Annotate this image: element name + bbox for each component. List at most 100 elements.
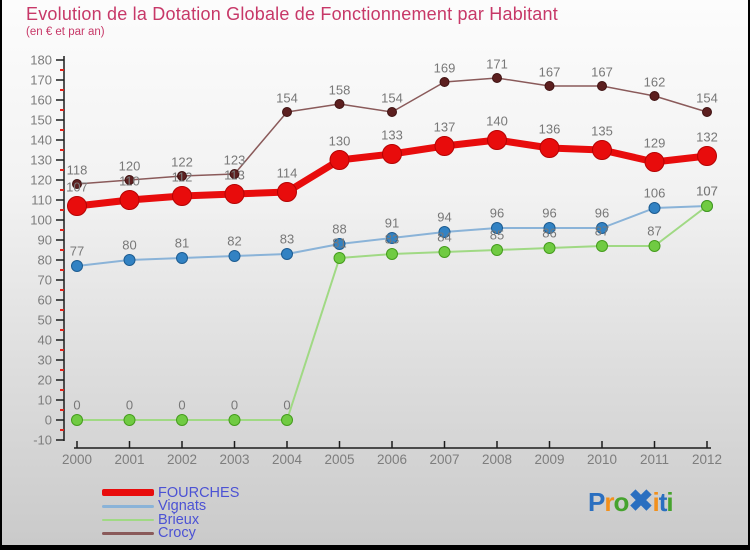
- data-label-vignats: 94: [437, 210, 451, 225]
- y-tick-label: 140: [30, 133, 52, 148]
- series-marker-vignats: [228, 250, 241, 262]
- data-label-crocy: 158: [329, 83, 351, 98]
- series-marker-crocy: [229, 169, 240, 179]
- series-marker-brieux: [701, 200, 713, 212]
- y-tick-label: 160: [30, 93, 52, 108]
- series-marker-vignats: [386, 232, 398, 244]
- x-tick-label: 2005: [324, 452, 354, 467]
- y-tick-label: 120: [30, 173, 52, 188]
- series-marker-crocy: [334, 99, 345, 109]
- data-label-brieux: 83: [385, 232, 399, 247]
- x-tick-label: 2007: [429, 452, 459, 467]
- series-marker-brieux: [228, 414, 241, 426]
- data-label-brieux: 0: [178, 398, 185, 413]
- logo-letter: i: [652, 487, 660, 517]
- legend-item-crocy: Crocy: [102, 525, 239, 541]
- x-tick-label: 2009: [534, 452, 564, 467]
- logo-letter: o: [613, 487, 629, 517]
- data-label-fourches: 114: [277, 166, 298, 181]
- chart-title: Evolution de la Dotation Globale de Fonc…: [26, 4, 558, 24]
- data-label-vignats: 77: [70, 244, 84, 259]
- data-label-vignats: 106: [644, 186, 666, 201]
- y-tick-label: 10: [38, 393, 52, 408]
- series-marker-crocy: [282, 107, 292, 117]
- data-label-fourches: 137: [434, 120, 456, 135]
- y-tick-label: 30: [38, 353, 52, 368]
- series-marker-vignats: [491, 222, 503, 234]
- x-tick-label: 2001: [114, 452, 144, 467]
- series-marker-vignats: [648, 202, 661, 214]
- data-label-vignats: 80: [122, 238, 136, 253]
- series-marker-fourches: [119, 190, 140, 210]
- legend-swatch-crocy: [102, 532, 154, 535]
- y-tick-label: 60: [38, 293, 52, 308]
- series-marker-crocy: [649, 91, 660, 101]
- data-label-fourches: 110: [119, 174, 140, 189]
- series-marker-brieux: [648, 240, 661, 252]
- y-tick-label: 0: [45, 413, 52, 428]
- series-marker-fourches: [67, 196, 87, 216]
- data-label-fourches: 112: [172, 170, 193, 185]
- x-tick-label: 2012: [692, 452, 722, 467]
- data-label-vignats: 107: [696, 184, 718, 199]
- data-label-crocy: 167: [539, 65, 561, 80]
- series-marker-fourches: [644, 152, 665, 172]
- y-tick-label: 20: [38, 373, 52, 388]
- series-marker-fourches: [277, 182, 297, 202]
- logo-letter: ✖: [628, 485, 653, 518]
- legend-item-vignats: Vignats: [102, 499, 239, 513]
- y-tick-label: 100: [30, 213, 52, 228]
- series-marker-brieux: [281, 414, 293, 426]
- legend-label-crocy: Crocy: [158, 525, 196, 541]
- series-marker-brieux: [596, 240, 608, 252]
- series-marker-crocy: [702, 107, 712, 117]
- data-label-vignats: 82: [227, 234, 241, 249]
- legend-swatch-fourches: [102, 489, 154, 497]
- data-label-brieux: 87: [647, 224, 661, 239]
- series-marker-crocy: [597, 81, 607, 91]
- chart-subtitle: (en € et par an): [26, 26, 105, 38]
- series-marker-fourches: [434, 136, 455, 156]
- legend-item-fourches: FOURCHES: [102, 485, 239, 500]
- series-marker-brieux: [71, 414, 83, 426]
- series-marker-vignats: [438, 226, 451, 238]
- legend-item-brieux: Brieux: [102, 512, 239, 527]
- data-label-crocy: 154: [696, 91, 718, 106]
- data-label-fourches: 130: [329, 134, 351, 149]
- x-tick-label: 2011: [640, 452, 669, 467]
- data-label-vignats: 81: [175, 236, 189, 251]
- data-label-crocy: 120: [119, 159, 141, 174]
- data-label-crocy: 167: [591, 65, 613, 80]
- data-label-fourches: 135: [591, 124, 613, 139]
- data-label-crocy: 162: [644, 75, 666, 90]
- series-marker-crocy: [177, 171, 187, 181]
- data-label-vignats: 96: [542, 206, 556, 221]
- y-tick-label: -10: [33, 433, 52, 448]
- data-label-fourches: 133: [381, 128, 403, 143]
- data-label-crocy: 171: [486, 57, 508, 72]
- data-label-crocy: 169: [434, 61, 456, 76]
- legend-swatch-vignats: [102, 505, 154, 508]
- data-label-brieux: 86: [542, 226, 556, 241]
- series-marker-brieux: [333, 252, 346, 264]
- series-marker-vignats: [71, 260, 83, 272]
- y-tick-label: 40: [38, 333, 52, 348]
- series-marker-fourches: [172, 186, 192, 206]
- logo-letter: P: [588, 487, 605, 517]
- data-label-crocy: 118: [67, 163, 88, 178]
- y-tick-label: 110: [31, 193, 52, 208]
- x-tick-label: 2003: [219, 452, 249, 467]
- data-label-fourches: 113: [224, 168, 245, 183]
- data-label-fourches: 129: [644, 136, 666, 151]
- x-tick-label: 2008: [482, 452, 512, 467]
- series-marker-crocy: [387, 107, 397, 117]
- x-tick-label: 2004: [272, 452, 303, 467]
- x-tick-label: 2010: [587, 452, 617, 467]
- series-marker-vignats: [176, 252, 188, 264]
- legend: FOURCHES Vignats Brieux Crocy: [102, 485, 239, 541]
- series-marker-vignats: [543, 222, 556, 234]
- legend-swatch-brieux: [102, 518, 154, 521]
- data-label-brieux: 0: [73, 398, 80, 413]
- series-marker-brieux: [386, 248, 398, 260]
- data-label-brieux: 0: [231, 398, 238, 413]
